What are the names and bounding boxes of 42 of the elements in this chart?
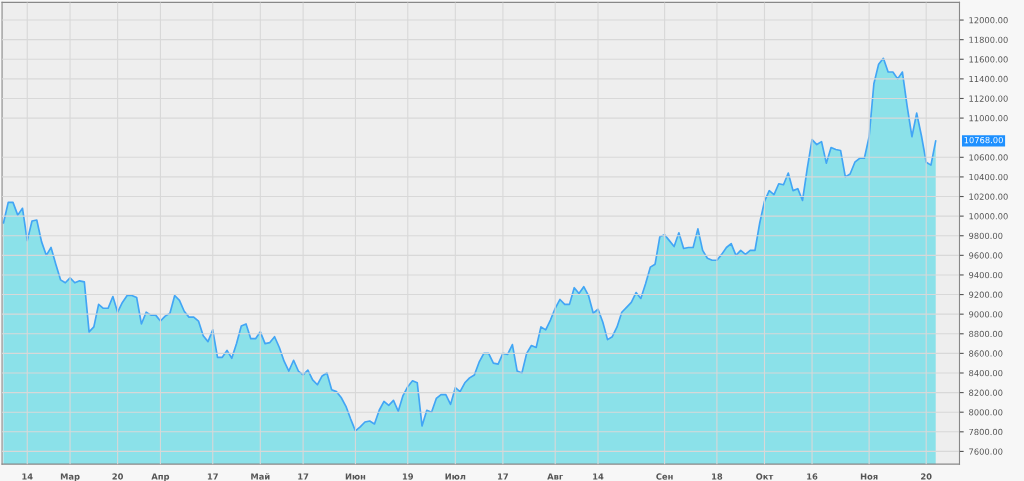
x-tick-label: 20	[921, 473, 932, 480]
y-tick-label: 8600.00	[969, 350, 1003, 357]
y-tick-label: 11600.00	[969, 56, 1008, 63]
x-tick-label: 18	[712, 473, 723, 480]
y-tick-label: 7600.00	[969, 448, 1003, 455]
x-tick-label: Авг	[547, 473, 564, 480]
y-tick-label: 9600.00	[969, 252, 1003, 259]
y-tick-label: 11200.00	[969, 95, 1008, 102]
x-tick-label: Мар	[60, 473, 80, 481]
y-tick-label: 11400.00	[969, 75, 1008, 83]
y-tick-label: 7800.00	[969, 428, 1003, 436]
y-tick-label: 9000.00	[969, 311, 1003, 318]
x-tick-label: Апр	[151, 473, 170, 481]
y-tick-label: 11800.00	[969, 36, 1008, 43]
y-tick-label: 9200.00	[969, 291, 1003, 298]
y-tick-label: 10400.00	[969, 173, 1008, 181]
y-tick-label: 10600.00	[969, 154, 1008, 161]
y-tick-label: 8800.00	[969, 330, 1003, 338]
x-tick-label: 16	[807, 473, 818, 480]
x-tick-label: 17	[498, 473, 509, 480]
y-tick-label: 8200.00	[969, 389, 1003, 396]
y-tick-label: 9400.00	[969, 271, 1003, 279]
x-tick-label: Окт	[756, 473, 774, 480]
y-tick-label: 10000.00	[969, 213, 1008, 220]
y-tick-label: 9800.00	[969, 232, 1003, 240]
x-tick-label: Июн	[345, 473, 366, 480]
y-tick-label: 8000.00	[969, 409, 1003, 416]
x-tick-label: 17	[298, 473, 309, 480]
x-tick-label: 17	[207, 473, 218, 480]
x-tick-label: Июл	[445, 473, 466, 480]
x-tick-label: 14	[593, 473, 604, 480]
y-tick-label: 10200.00	[969, 193, 1008, 200]
y-tick-label: 12000.00	[969, 17, 1008, 24]
x-tick-label: 19	[402, 473, 414, 480]
y-tick-label: 8400.00	[969, 369, 1003, 377]
x-tick-label: 20	[112, 473, 124, 480]
x-tick-label: Ноя	[860, 473, 878, 480]
y-tick-label: 11000.00	[969, 115, 1008, 122]
x-tick-label: Май	[251, 473, 270, 480]
x-tick-label: 14	[22, 473, 33, 480]
x-tick-label: Сен	[656, 473, 673, 480]
text: 10768.00	[964, 136, 1003, 144]
